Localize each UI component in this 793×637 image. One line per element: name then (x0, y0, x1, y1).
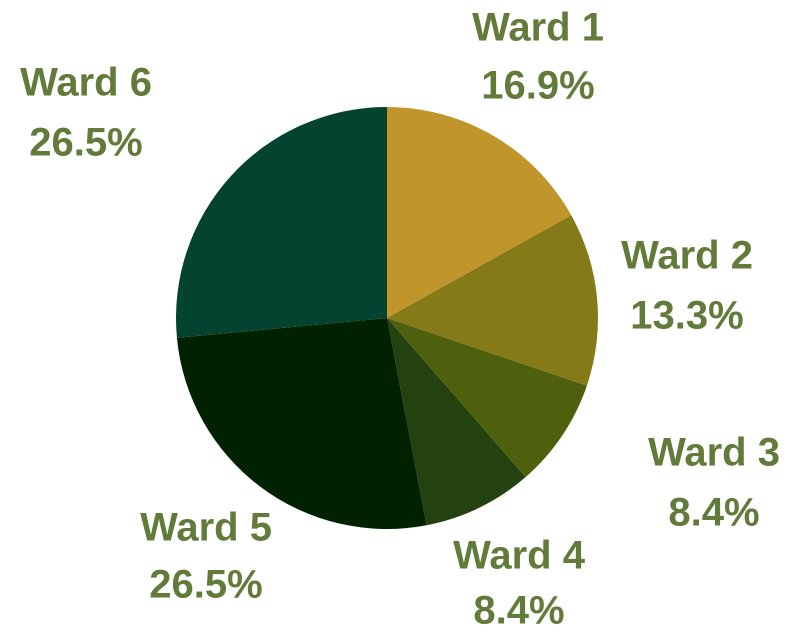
slice-label: Ward 5 (140, 506, 272, 550)
slice-value: 8.4% (473, 589, 564, 633)
pie-slice (387, 107, 572, 318)
slice-value: 8.4% (668, 491, 759, 535)
slice-label: Ward 1 (472, 6, 604, 50)
pie-slice (176, 107, 387, 338)
pie-slice (176, 318, 427, 529)
slice-label: Ward 4 (453, 534, 586, 578)
slice-value: 26.5% (29, 121, 142, 165)
slice-label: Ward 2 (621, 234, 753, 278)
pie-slice (387, 318, 587, 478)
slice-value: 16.9% (481, 64, 594, 108)
slice-label: Ward 6 (20, 61, 152, 105)
slice-label: Ward 3 (648, 431, 780, 475)
pie-slice (387, 318, 526, 526)
slice-value: 13.3% (630, 294, 743, 338)
slice-value: 26.5% (149, 563, 262, 607)
pie-slice (387, 215, 599, 386)
